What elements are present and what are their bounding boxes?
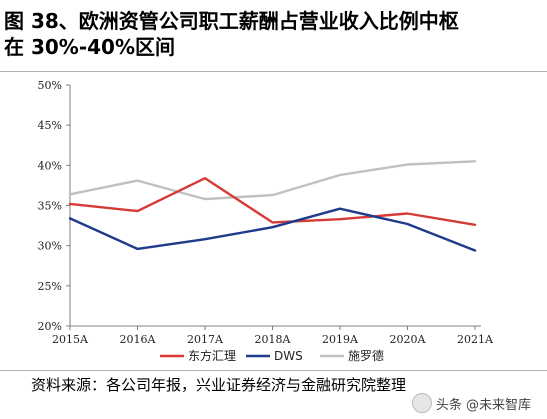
watermark-badge-icon	[411, 393, 432, 413]
x-tick-label: 2015A	[52, 333, 89, 346]
legend-label: 东方汇理	[188, 348, 236, 363]
x-tick-label: 2018A	[255, 333, 292, 346]
chart-title-line-1: 图 38、欧洲资管公司职工薪酬占营业收入比例中枢	[4, 9, 459, 33]
legend-label: DWS	[274, 349, 303, 363]
source-note: 资料来源：各公司年报，兴业证券经济与金融研究院整理	[31, 376, 407, 394]
series-line-1	[68, 176, 477, 227]
watermark: 头条 @未来智库	[411, 393, 531, 413]
x-tick-label: 2017A	[187, 333, 224, 346]
x-tick-label: 2020A	[390, 333, 427, 346]
watermark-text: 头条 @未来智库	[435, 397, 531, 413]
legend-label: 施罗德	[348, 348, 384, 363]
x-tick-label: 2016A	[120, 333, 157, 346]
y-tick-label: 25%	[38, 280, 62, 293]
title-divider	[0, 71, 547, 72]
y-tick-label: 20%	[38, 320, 62, 333]
x-tick-label: 2021A	[457, 333, 494, 346]
y-tick-label: 50%	[38, 79, 62, 92]
chart-title: 图 38、欧洲资管公司职工薪酬占营业收入比例中枢 在 30%-40%区间	[4, 8, 540, 60]
y-tick-label: 45%	[38, 119, 62, 132]
source-divider	[0, 370, 547, 371]
y-tick-label: 35%	[38, 200, 62, 213]
series-line-3	[68, 160, 477, 201]
chart-title-line-2: 在 30%-40%区间	[4, 35, 176, 59]
y-tick-label: 40%	[38, 159, 62, 172]
x-tick-label: 2019A	[322, 333, 359, 346]
y-tick-label: 30%	[38, 240, 62, 253]
